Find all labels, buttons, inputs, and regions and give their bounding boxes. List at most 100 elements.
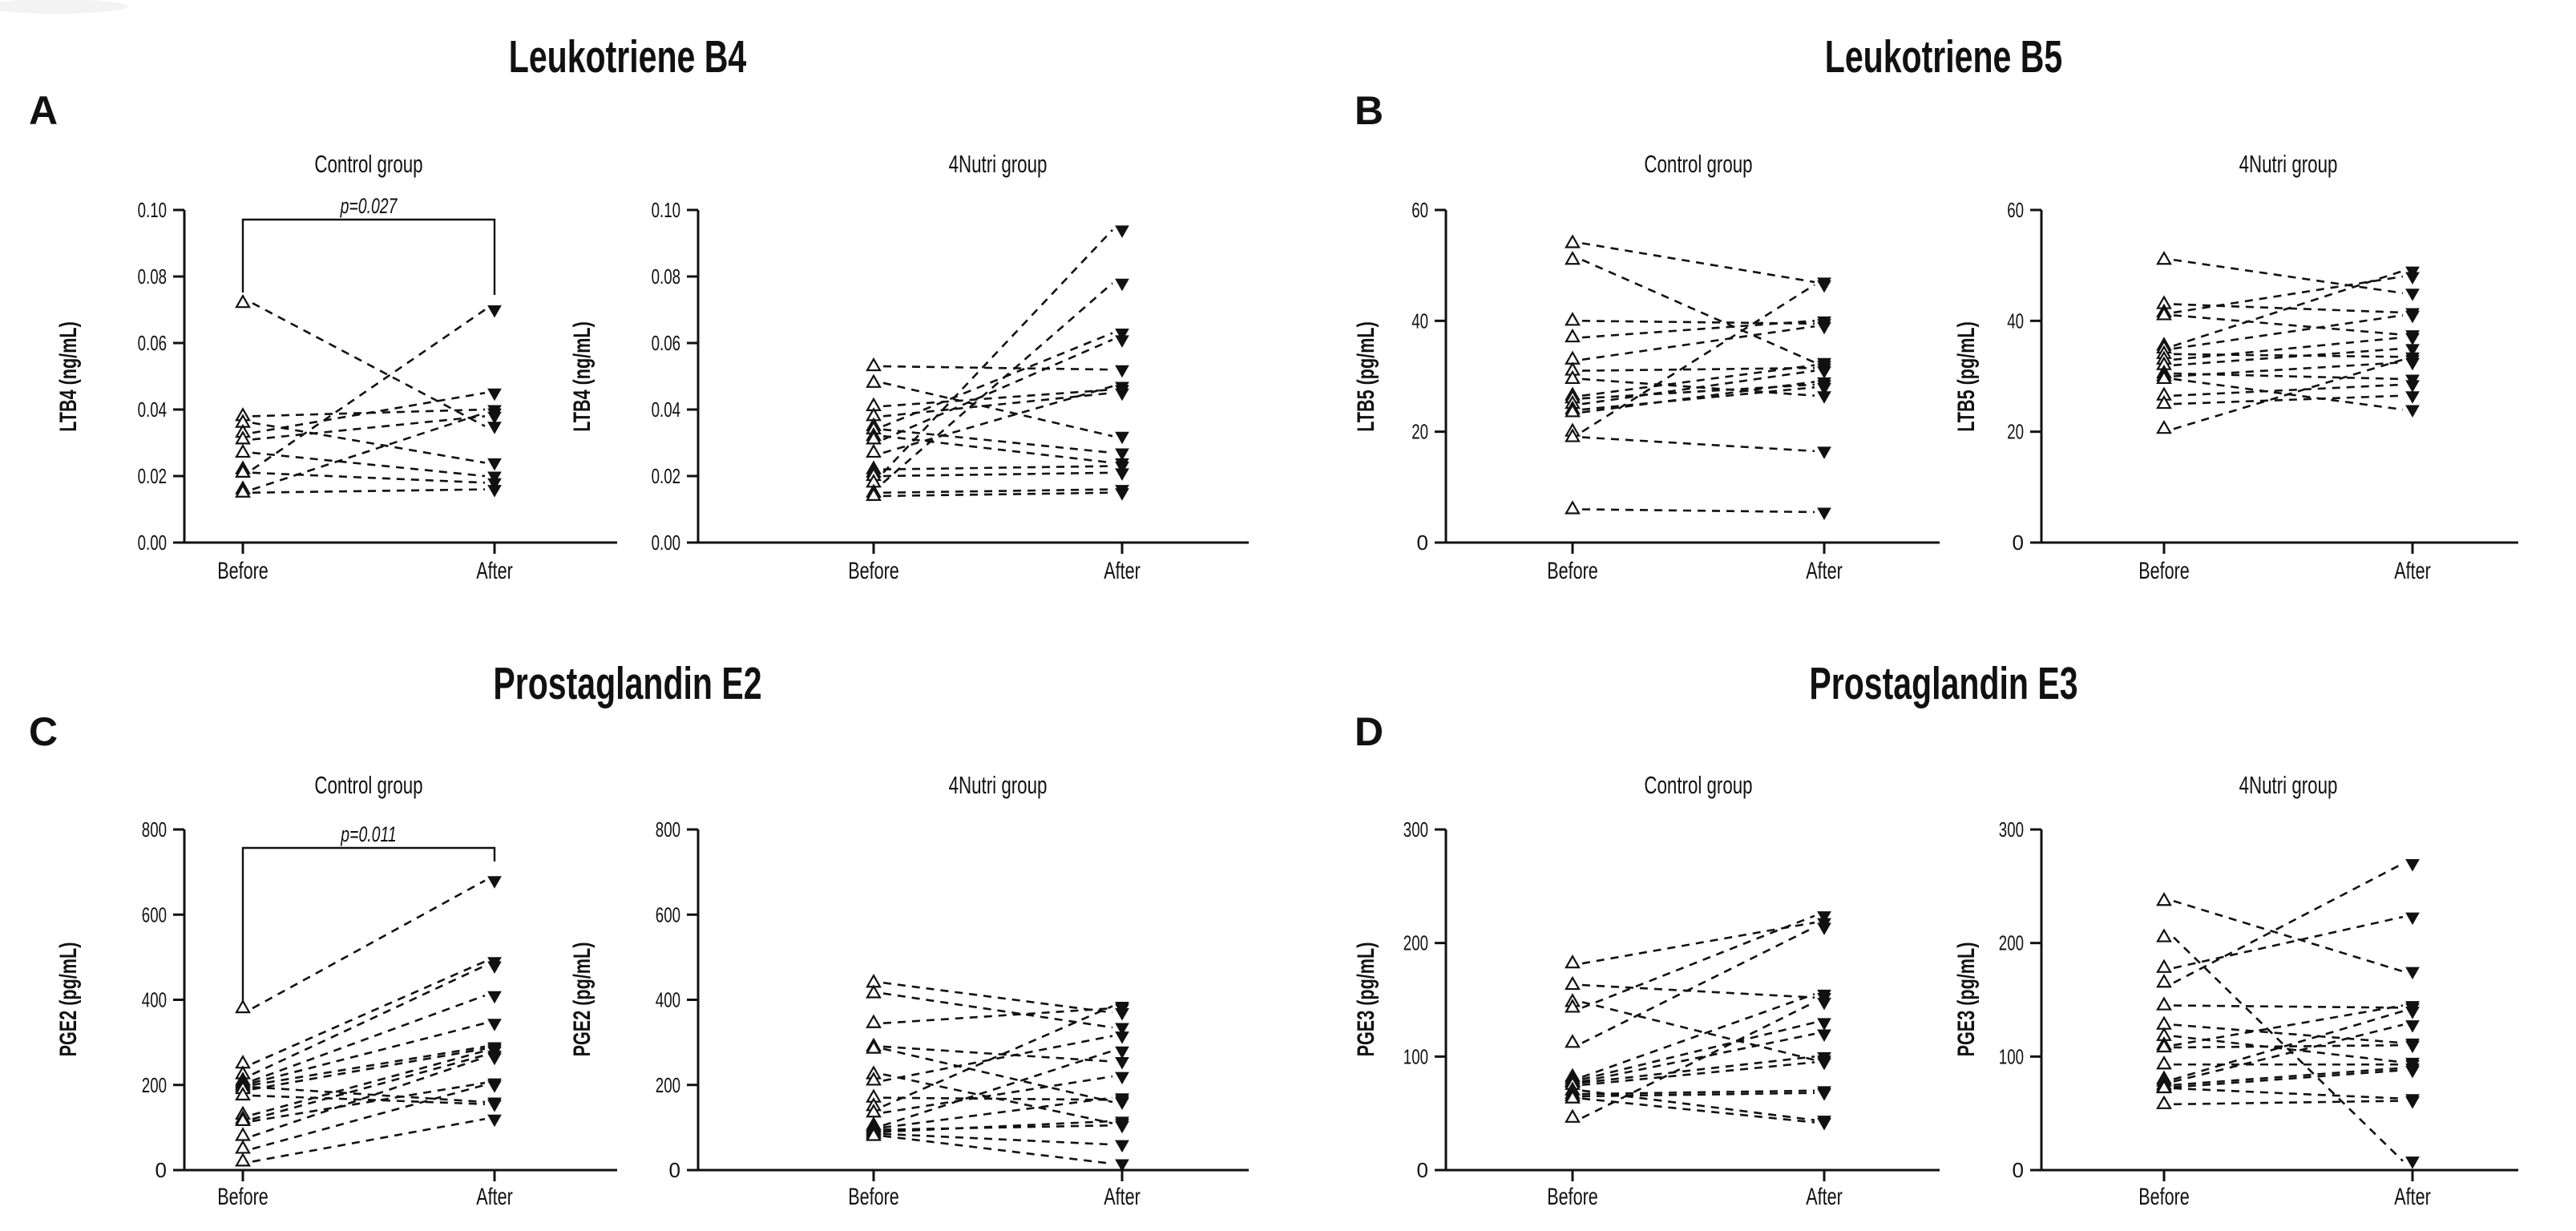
pair-line <box>882 981 1113 1014</box>
pair-line <box>1581 366 1815 372</box>
filled-down-triangle-icon <box>487 471 502 485</box>
open-up-triangle-icon <box>2156 928 2172 942</box>
pair-line <box>882 1120 1113 1133</box>
y-tick-label: 0 <box>669 1158 680 1182</box>
pair-line <box>2173 1004 2404 1047</box>
y-tick-label: 0 <box>2013 531 2024 555</box>
pair-line <box>252 1054 486 1120</box>
filled-down-triangle-icon <box>487 478 502 491</box>
filled-down-triangle-icon <box>487 1052 502 1066</box>
y-tick-label: 0.04 <box>138 398 167 422</box>
filled-down-triangle-icon <box>1817 1057 1831 1071</box>
pair-line <box>882 282 1113 484</box>
pair-line <box>252 391 486 434</box>
y-tick-label: 200 <box>1403 931 1428 955</box>
filled-down-triangle-icon <box>2405 289 2420 301</box>
filled-down-triangle-icon <box>1817 922 1831 935</box>
y-axis-label: LTB4 (ng/mL) <box>55 321 82 432</box>
pair-line <box>1581 1055 1815 1084</box>
pair-line <box>1581 1097 1815 1124</box>
pair-line <box>252 471 486 484</box>
filled-down-triangle-icon <box>1115 225 1129 238</box>
pair-line <box>252 1117 486 1163</box>
filled-down-triangle-icon <box>1115 1046 1129 1059</box>
pair-line <box>882 1050 1113 1127</box>
pair-line <box>1581 325 1815 361</box>
open-up-triangle-icon <box>1565 1089 1581 1104</box>
filled-down-triangle-icon <box>1115 1140 1129 1153</box>
filled-down-triangle-icon <box>2405 1020 2420 1033</box>
open-up-triangle-icon <box>1565 954 1581 969</box>
filled-down-triangle-icon <box>2405 1065 2420 1079</box>
y-axis-label: LTB5 (pg/mL) <box>1953 321 1980 432</box>
filled-down-triangle-icon <box>487 1114 502 1128</box>
filled-down-triangle-icon <box>1817 366 1831 379</box>
pair-line <box>2173 915 2404 970</box>
pair-line <box>882 229 1113 474</box>
filled-down-triangle-icon <box>487 458 502 471</box>
y-tick-label: 0.10 <box>652 198 680 222</box>
pair-line <box>1581 242 1815 284</box>
open-up-triangle-icon <box>235 1152 251 1167</box>
filled-down-triangle-icon <box>1817 1088 1831 1101</box>
y-tick-label: 800 <box>656 817 680 842</box>
y-axis-label: LTB4 (ng/mL) <box>569 321 596 432</box>
plot-area: 0.00 0.02 0.04 0.06 0.08 0.10 <box>652 198 1249 555</box>
subplot-pge2-control: Control group PGE2 (pg/mL) Before After … <box>55 771 617 1210</box>
filled-down-triangle-icon <box>1817 446 1831 459</box>
panel-title-a: Leukotriene B4 <box>509 31 747 83</box>
filled-down-triangle-icon <box>1115 278 1129 292</box>
panel-letter-c: C <box>29 709 58 754</box>
filled-down-triangle-icon <box>487 1019 502 1031</box>
open-up-triangle-icon <box>2156 1038 2172 1053</box>
pair-line <box>252 1081 486 1123</box>
panel-title-c: Prostaglandin E2 <box>493 658 761 709</box>
pair-line <box>252 1045 486 1087</box>
subplot-ltb5-4nutri: 4Nutri group LTB5 (pg/mL) Before After 0… <box>1953 150 2518 584</box>
pair-line <box>882 1005 1113 1108</box>
pair-line <box>882 1035 1113 1082</box>
open-up-triangle-icon <box>1565 999 1581 1013</box>
plot-area: 0.00 0.02 0.04 0.06 0.08 0.10 <box>138 198 617 555</box>
x-tick-label-after: After <box>1806 1184 1843 1210</box>
pair-line <box>252 1047 486 1091</box>
filled-down-triangle-icon <box>487 1080 502 1093</box>
pair-line <box>252 879 486 1010</box>
filled-down-triangle-icon <box>1115 1072 1129 1085</box>
open-up-triangle-icon <box>235 483 251 498</box>
plot-area: 0 100 200 300 <box>1403 817 1940 1182</box>
filled-down-triangle-icon <box>1817 280 1831 293</box>
pair-line <box>2173 1004 2404 1009</box>
subplot-ltb5-control: Control group LTB5 (pg/mL) Before After … <box>1353 150 1940 584</box>
open-up-triangle-icon <box>866 373 882 388</box>
open-up-triangle-icon <box>1565 251 1581 265</box>
pair-line <box>252 302 486 427</box>
x-tick-label-before: Before <box>217 1184 269 1210</box>
filled-down-triangle-icon <box>1115 488 1129 501</box>
y-tick-label: 200 <box>142 1073 167 1097</box>
open-up-triangle-icon <box>235 430 251 445</box>
pair-line <box>252 309 486 470</box>
filled-down-triangle-icon <box>2405 1007 2420 1019</box>
pair-line <box>2173 1087 2404 1100</box>
filled-down-triangle-icon <box>2405 380 2420 393</box>
y-tick-label: 600 <box>656 902 680 926</box>
filled-down-triangle-icon <box>487 388 502 402</box>
y-tick-label: 100 <box>1403 1044 1428 1068</box>
filled-down-triangle-icon <box>1817 507 1831 520</box>
filled-down-triangle-icon <box>1115 448 1129 461</box>
y-tick-label: 100 <box>1999 1044 2024 1068</box>
x-tick-label-after: After <box>2394 558 2431 584</box>
y-tick-label: 600 <box>142 902 167 926</box>
pair-line <box>882 1007 1113 1025</box>
filled-down-triangle-icon <box>2405 1156 2420 1169</box>
pair-line <box>252 422 486 464</box>
pair-line <box>252 994 486 1082</box>
filled-down-triangle-icon <box>2405 344 2420 357</box>
open-up-triangle-icon <box>1565 234 1581 248</box>
pair-line <box>882 388 1113 408</box>
filled-down-triangle-icon <box>1115 1159 1129 1172</box>
pair-line <box>882 488 1113 494</box>
